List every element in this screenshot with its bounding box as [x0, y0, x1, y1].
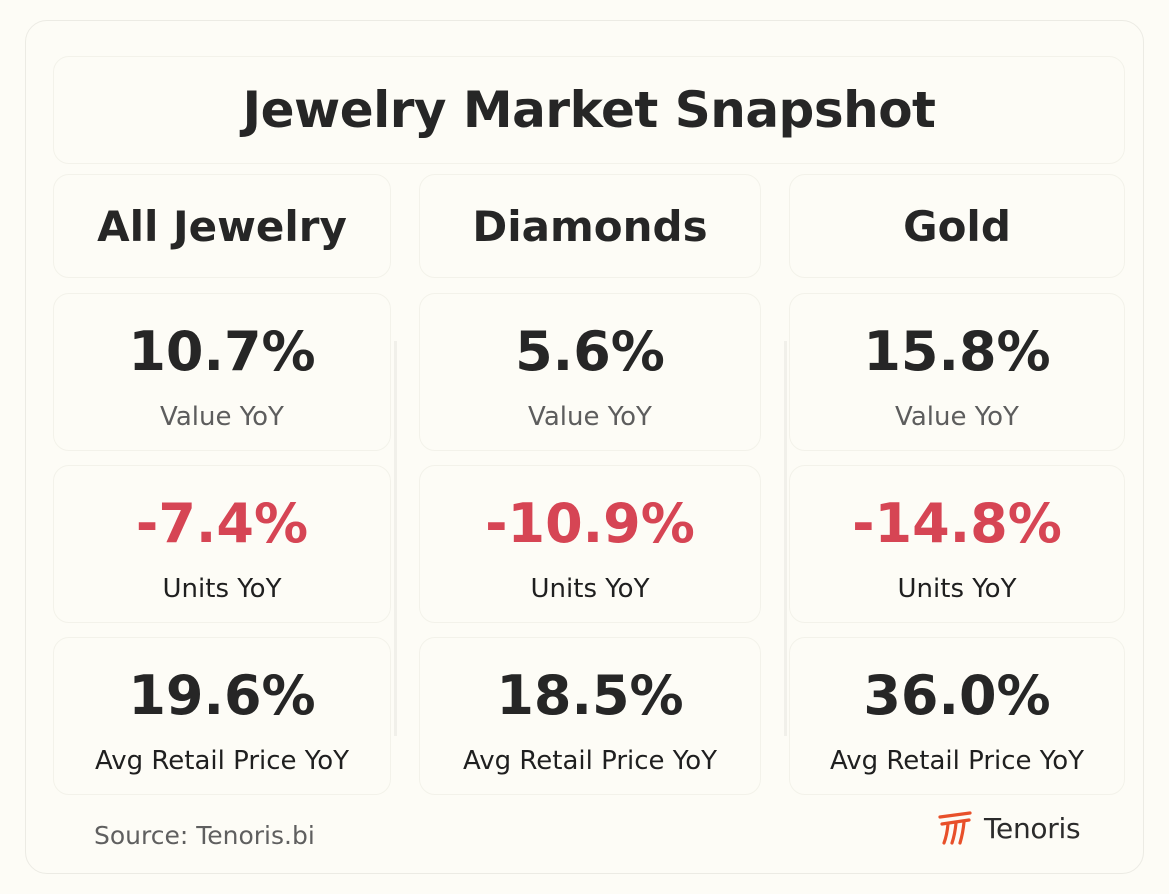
column-header-diamonds: Diamonds — [419, 174, 761, 278]
column-header-label: Gold — [903, 201, 1011, 251]
metric-tile-gold-price: 36.0% Avg Retail Price YoY — [789, 637, 1125, 795]
column-header-all-jewelry: All Jewelry — [53, 174, 391, 278]
metric-value: 10.7% — [128, 320, 316, 383]
column-header-gold: Gold — [789, 174, 1125, 278]
metric-label: Avg Retail Price YoY — [462, 746, 718, 776]
metric-value: -7.4% — [135, 492, 309, 555]
metric-label: Avg Retail Price YoY — [829, 746, 1085, 776]
metric-label: Units YoY — [530, 574, 650, 604]
metric-tile-diamonds-units: -10.9% Units YoY — [419, 465, 761, 623]
source-note: Source: Tenoris.bi — [94, 821, 315, 850]
column-divider — [784, 341, 787, 736]
metric-value: -14.8% — [852, 492, 1062, 555]
column-divider — [394, 341, 397, 736]
metric-label: Value YoY — [160, 402, 284, 432]
snapshot-card: Jewelry Market Snapshot All Jewelry Diam… — [25, 20, 1144, 874]
brand-logo: Tenoris — [938, 811, 1081, 845]
metric-tile-gold-units: -14.8% Units YoY — [789, 465, 1125, 623]
metric-value: 5.6% — [515, 320, 665, 383]
brand-name: Tenoris — [984, 811, 1081, 845]
metric-tile-all-jewelry-value: 10.7% Value YoY — [53, 293, 391, 451]
metric-tile-all-jewelry-units: -7.4% Units YoY — [53, 465, 391, 623]
metric-label: Units YoY — [162, 574, 282, 604]
metric-tile-diamonds-price: 18.5% Avg Retail Price YoY — [419, 637, 761, 795]
title-tile: Jewelry Market Snapshot — [53, 56, 1125, 164]
metric-label: Value YoY — [528, 402, 652, 432]
metric-value: 15.8% — [863, 320, 1051, 383]
metric-tile-gold-value: 15.8% Value YoY — [789, 293, 1125, 451]
metric-value: 18.5% — [496, 664, 684, 727]
chart-title: Jewelry Market Snapshot — [242, 81, 936, 139]
column-header-label: All Jewelry — [97, 201, 347, 251]
metric-value: 36.0% — [863, 664, 1051, 727]
metric-tile-all-jewelry-price: 19.6% Avg Retail Price YoY — [53, 637, 391, 795]
metric-tile-diamonds-value: 5.6% Value YoY — [419, 293, 761, 451]
metric-value: 19.6% — [128, 664, 316, 727]
metric-value: -10.9% — [485, 492, 695, 555]
metric-label: Units YoY — [897, 574, 1017, 604]
metric-label: Value YoY — [895, 402, 1019, 432]
column-header-label: Diamonds — [472, 201, 708, 251]
tenoris-logo-icon — [938, 811, 972, 845]
metric-label: Avg Retail Price YoY — [94, 746, 350, 776]
